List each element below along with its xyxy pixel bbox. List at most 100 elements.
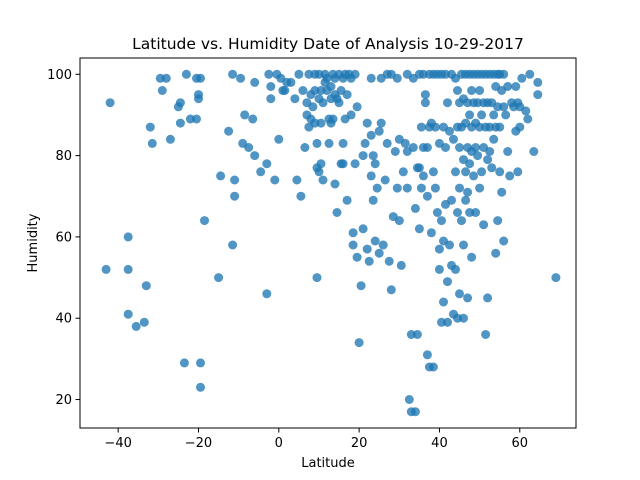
data-point <box>439 297 448 307</box>
data-point <box>123 264 133 274</box>
y-tick-label: 20 <box>55 393 72 408</box>
data-point <box>352 102 362 112</box>
data-point <box>390 147 400 156</box>
data-point <box>451 264 460 274</box>
data-point <box>481 330 491 339</box>
data-point <box>461 167 471 177</box>
data-point <box>396 260 406 270</box>
data-point <box>376 118 386 128</box>
data-point <box>420 90 430 100</box>
data-point <box>300 143 310 152</box>
data-point <box>386 285 396 295</box>
x-tick-label: 40 <box>431 436 448 451</box>
data-point <box>364 256 374 266</box>
data-point <box>262 159 272 169</box>
data-point <box>426 228 436 238</box>
data-point <box>471 208 481 217</box>
data-point <box>457 216 466 226</box>
x-axis-label: Latitude <box>301 456 355 471</box>
data-point <box>308 102 318 112</box>
data-point <box>318 175 328 185</box>
data-point <box>410 407 420 417</box>
data-point <box>157 86 167 95</box>
data-point <box>497 187 507 197</box>
data-point <box>196 358 205 368</box>
data-point <box>196 73 205 83</box>
data-point <box>334 98 344 108</box>
data-point <box>477 110 487 120</box>
data-point <box>412 330 422 339</box>
data-point <box>437 216 446 226</box>
data-point <box>467 252 477 262</box>
data-point <box>525 69 535 79</box>
data-point <box>179 358 189 368</box>
data-point <box>330 179 340 189</box>
data-point <box>475 183 485 193</box>
data-point <box>523 114 533 124</box>
data-point <box>372 183 382 193</box>
data-point <box>141 281 151 291</box>
data-point <box>430 183 440 193</box>
data-point <box>139 317 149 327</box>
data-point <box>230 191 240 201</box>
data-point <box>511 82 521 91</box>
data-point <box>453 86 462 95</box>
data-point <box>434 264 444 274</box>
data-point <box>416 183 426 193</box>
data-point <box>384 256 394 266</box>
data-point <box>374 248 384 258</box>
data-point <box>503 147 513 156</box>
data-point <box>192 114 201 124</box>
data-point <box>533 90 543 100</box>
data-point <box>316 118 326 128</box>
data-point <box>533 77 543 87</box>
data-point <box>131 321 141 331</box>
data-point <box>483 155 493 165</box>
y-tick-label: 80 <box>55 149 72 164</box>
data-point <box>292 175 302 185</box>
data-point <box>368 195 378 205</box>
data-point <box>489 110 499 120</box>
data-point <box>370 236 380 246</box>
data-point <box>342 195 352 205</box>
data-point <box>459 313 468 323</box>
data-point <box>362 118 372 128</box>
data-point <box>318 98 328 108</box>
plot-frame <box>79 57 577 429</box>
data-point <box>266 94 276 104</box>
data-point <box>280 86 290 95</box>
data-point <box>354 338 364 348</box>
data-point <box>420 98 430 108</box>
data-point <box>459 240 468 250</box>
data-point <box>479 220 489 230</box>
data-point <box>165 134 175 144</box>
data-point <box>422 143 432 152</box>
data-point <box>501 110 511 120</box>
data-point <box>422 350 432 360</box>
x-tick-label: −20 <box>185 436 212 451</box>
y-axis-label: Humidity <box>26 213 41 272</box>
data-point <box>402 183 412 193</box>
data-point <box>441 143 450 152</box>
data-point <box>392 183 402 193</box>
data-point <box>499 236 509 246</box>
data-point <box>298 86 308 95</box>
data-point <box>145 122 155 132</box>
data-point <box>123 309 133 319</box>
data-point <box>465 110 475 120</box>
data-point <box>443 98 452 108</box>
data-point <box>228 69 238 79</box>
data-point <box>453 208 462 217</box>
data-point <box>463 293 473 303</box>
data-point <box>338 159 348 169</box>
data-point <box>499 69 509 79</box>
data-point <box>248 114 258 124</box>
data-point <box>489 134 499 144</box>
data-point <box>362 244 372 254</box>
data-point <box>358 224 368 234</box>
data-point <box>274 134 284 144</box>
data-point <box>491 248 501 258</box>
data-point <box>366 171 376 181</box>
data-point <box>513 167 523 177</box>
